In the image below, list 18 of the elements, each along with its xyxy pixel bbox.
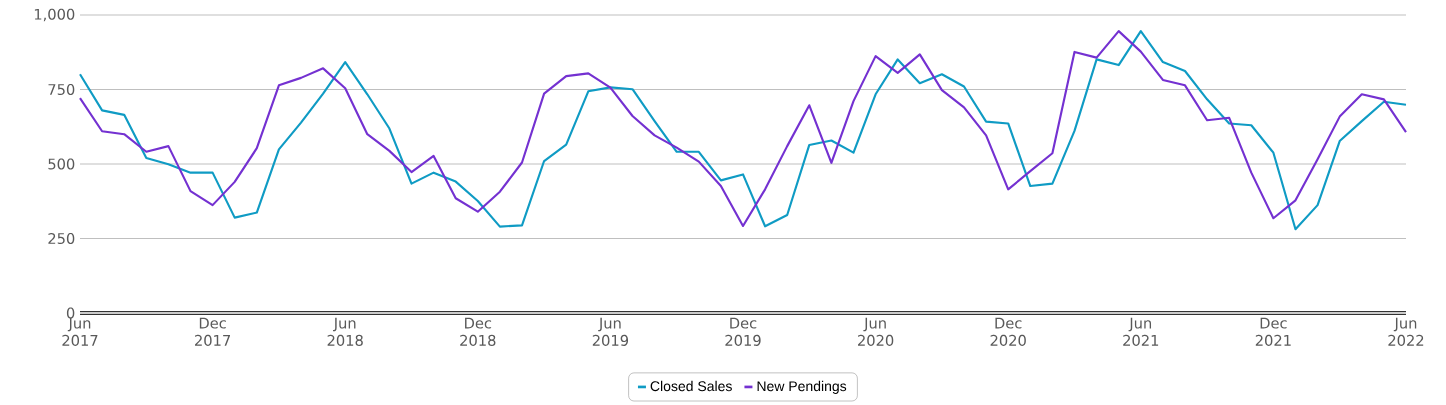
y-tick-label: 250 [48,232,75,245]
x-tick-label: Jun 2017 [62,317,98,346]
x-tick-label: Jun 2022 [1388,317,1424,346]
x-tick-label: Jun 2021 [1123,317,1159,346]
x-tick-label: Dec 2020 [990,317,1026,346]
x-tick-label: Dec 2018 [460,317,496,346]
x-tick-label: Jun 2020 [858,317,894,346]
y-tick-label: 1,000 [34,8,75,22]
y-tick-label: 500 [48,158,75,170]
legend-label: New Pendings [757,380,847,394]
x-tick-label: Dec 2019 [725,317,761,346]
x-tick-label: Jun 2018 [327,317,363,346]
x-tick-label: Dec 2017 [195,317,230,346]
y-tick-label: 750 [48,83,75,96]
x-tick-label: Dec 2021 [1255,317,1291,346]
y-tick-label: 0 [66,307,75,319]
legend-label: Closed Sales [650,380,732,392]
x-tick-label: Jun 2019 [592,317,629,346]
